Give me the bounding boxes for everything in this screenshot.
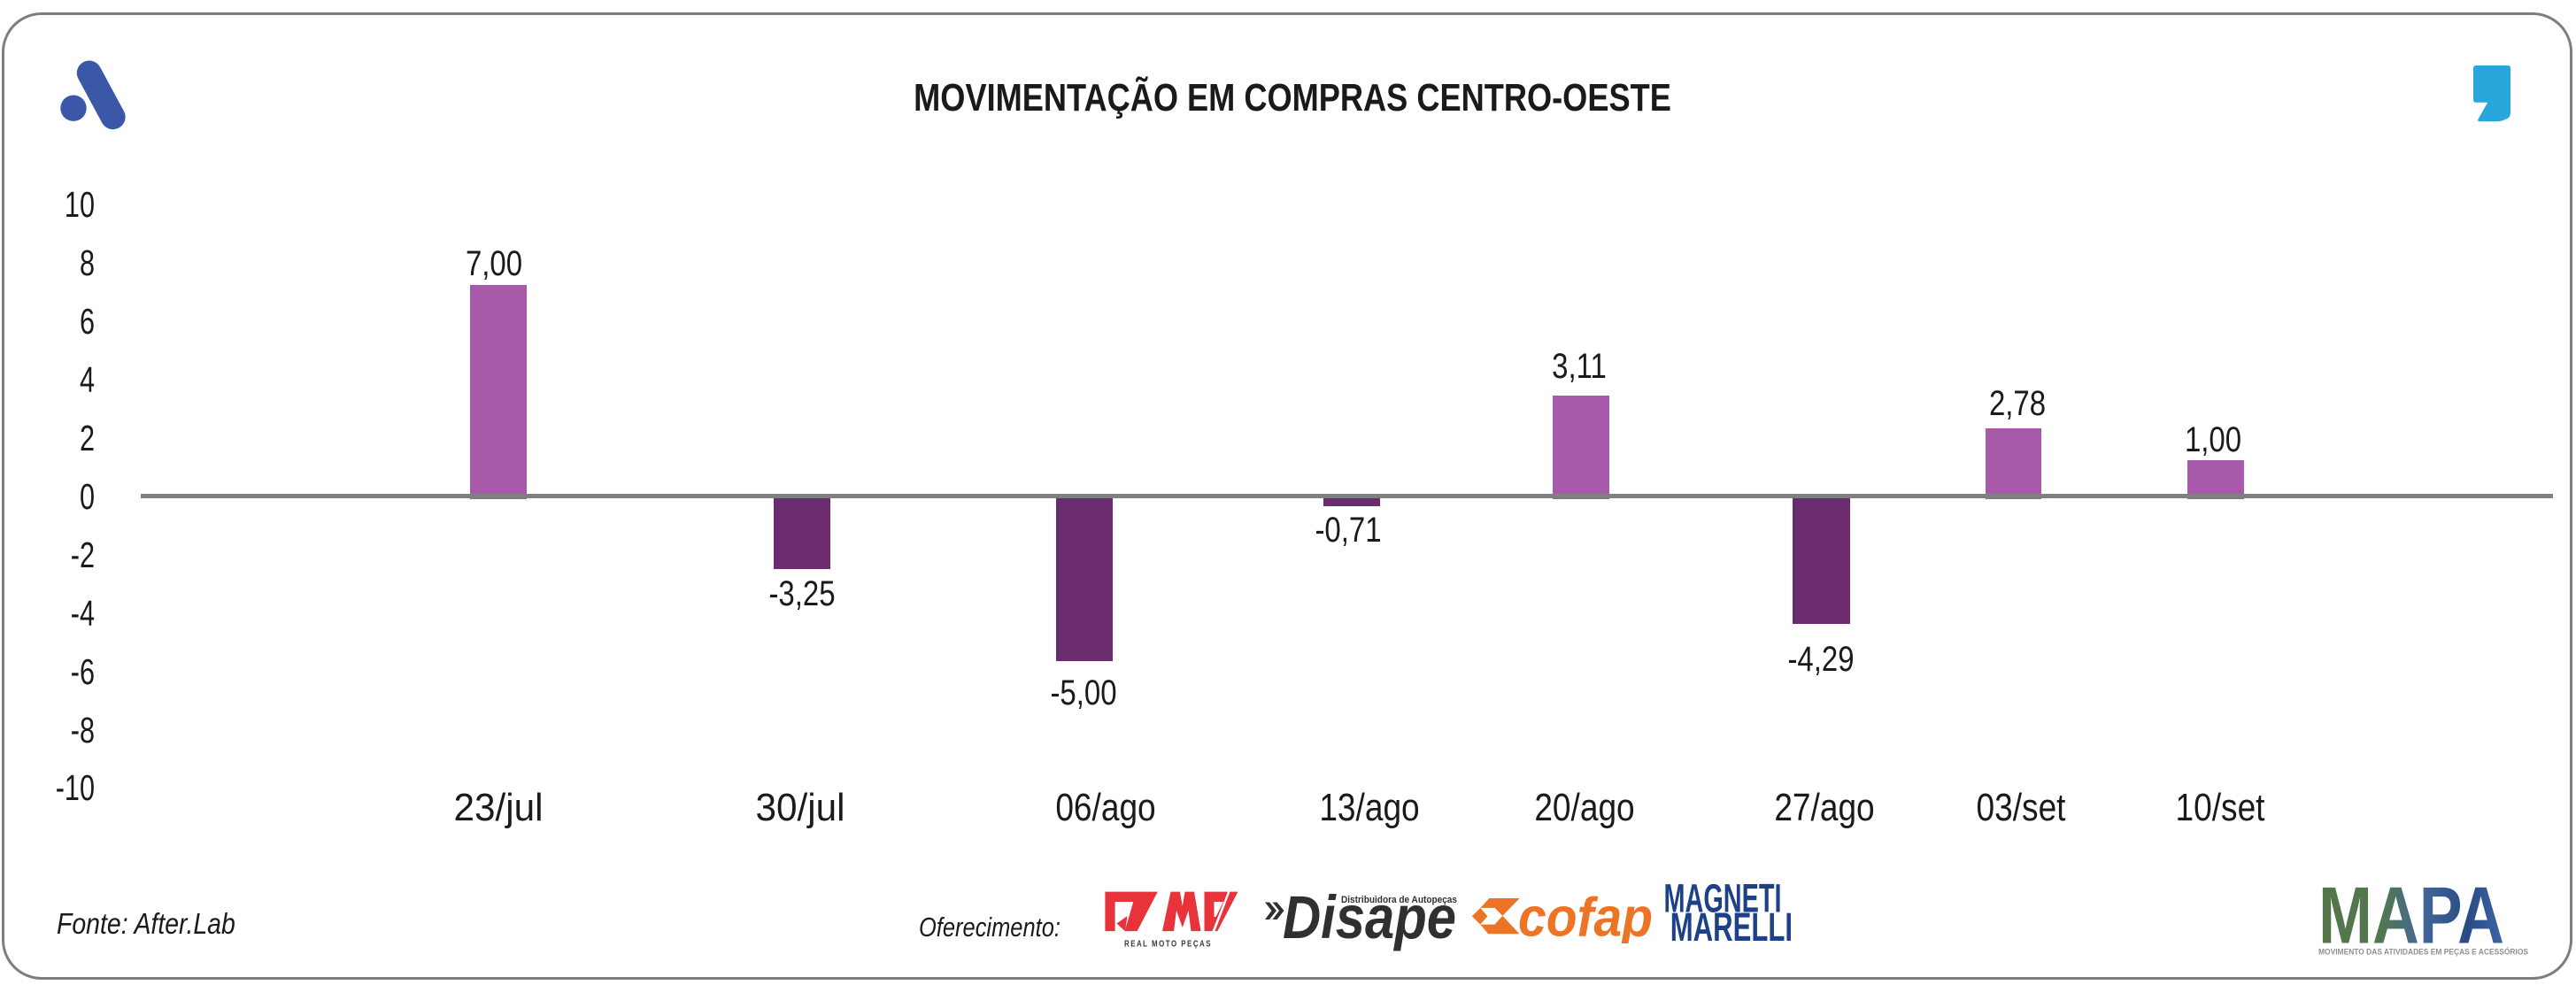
svg-text:MAGNETI: MAGNETI bbox=[1664, 875, 1782, 920]
svg-text:MOVIMENTO DAS ATIVIDADES EM PE: MOVIMENTO DAS ATIVIDADES EM PEÇAS E ACES… bbox=[2318, 947, 2528, 958]
svg-text:Disape: Disape bbox=[1283, 883, 1456, 951]
svg-text:REAL MOTO PEÇAS: REAL MOTO PEÇAS bbox=[1124, 939, 1212, 950]
svg-text:Distribuidora de Autopeças: Distribuidora de Autopeças bbox=[1341, 895, 1457, 905]
svg-text:cofap: cofap bbox=[1518, 892, 1653, 943]
svg-text:MARELLI: MARELLI bbox=[1670, 904, 1793, 950]
svg-text:MAPA: MAPA bbox=[2318, 881, 2504, 961]
